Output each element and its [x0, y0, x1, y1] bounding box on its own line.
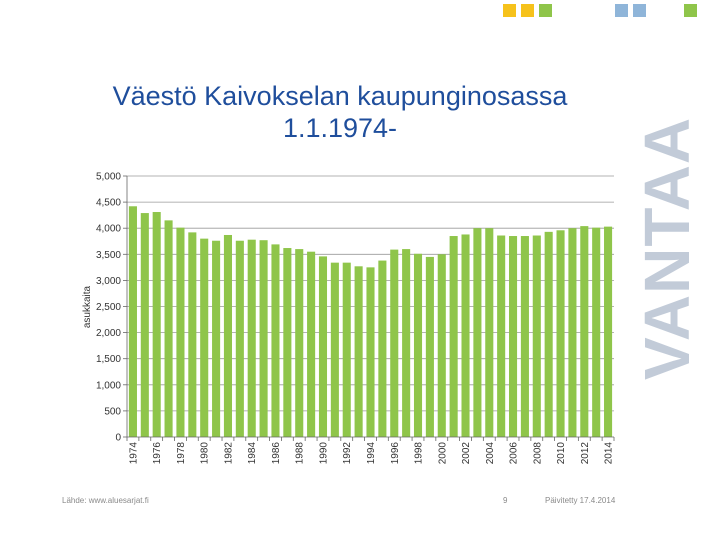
bar — [140, 213, 149, 437]
chart-title-line2: 1.1.1974- — [282, 113, 398, 143]
x-tick-label: 1988 — [295, 442, 306, 465]
x-tick-label: 2014 — [604, 442, 615, 465]
bar — [390, 249, 399, 437]
bar — [413, 253, 423, 437]
bar — [283, 248, 292, 437]
brand-square — [503, 4, 516, 17]
brand-square — [633, 4, 646, 17]
bar — [508, 236, 518, 437]
chart-title-line1: Väestö Kaivokselan kaupunginosassa — [112, 81, 568, 111]
y-tick-label: 1,500 — [96, 354, 121, 365]
bar — [342, 262, 351, 437]
brand-square — [684, 4, 697, 17]
y-tick-label: 3,000 — [96, 276, 121, 287]
bar — [164, 220, 173, 437]
bar — [604, 226, 613, 437]
y-tick-label: 2,500 — [96, 302, 121, 313]
bar — [176, 227, 185, 437]
bar — [544, 231, 553, 437]
bar — [485, 228, 494, 437]
bar — [247, 239, 256, 437]
x-tick-label: 1998 — [414, 442, 425, 465]
bar — [200, 238, 209, 437]
x-tick-label: 1996 — [390, 442, 401, 465]
bar — [592, 227, 601, 437]
bar — [520, 236, 529, 437]
bar — [295, 249, 304, 437]
bar — [354, 266, 363, 437]
x-tick-label: 1978 — [176, 442, 187, 465]
bar — [330, 262, 339, 437]
bar — [449, 236, 458, 437]
bar — [497, 235, 506, 437]
x-tick-label: 2006 — [509, 442, 520, 465]
brand-square — [521, 4, 534, 17]
x-tick-label: 2008 — [532, 442, 543, 465]
bar — [318, 256, 328, 437]
page-number: 9 — [503, 496, 508, 505]
x-tick-label: 1990 — [318, 442, 329, 465]
bar — [212, 240, 221, 437]
x-tick-label: 1982 — [223, 442, 234, 465]
source-note: Lähde: www.aluesarjat.fi — [62, 496, 149, 505]
y-tick-label: 0 — [115, 433, 121, 444]
brand-square — [539, 4, 552, 17]
brand-square — [615, 4, 628, 17]
x-tick-label: 1984 — [247, 442, 258, 465]
x-tick-label: 2012 — [580, 442, 591, 465]
bar — [461, 234, 470, 437]
bar — [402, 249, 411, 437]
bar — [223, 234, 233, 437]
bars — [128, 206, 613, 437]
x-tick-label: 2004 — [485, 442, 496, 465]
bar — [188, 232, 197, 437]
x-tick-label: 2002 — [461, 442, 472, 465]
y-axis-label: asukkaita — [82, 285, 93, 328]
x-tick-label: 1986 — [271, 442, 282, 465]
y-tick-label: 3,500 — [96, 250, 121, 261]
bar — [152, 212, 161, 437]
bar — [532, 235, 541, 437]
bar — [378, 260, 387, 437]
y-tick-label: 500 — [104, 406, 121, 417]
x-tick-label: 2000 — [437, 442, 448, 465]
x-tick-label: 1976 — [152, 442, 163, 465]
x-tick-label: 1992 — [342, 442, 353, 465]
bar — [307, 251, 316, 437]
bar — [235, 240, 244, 437]
updated-date: Päivitetty 17.4.2014 — [545, 496, 616, 505]
y-tick-label: 5,000 — [96, 172, 121, 183]
y-axis-ticks: 0 500 1,000 1,500 2,000 2,500 3,000 3,500 4,000 4… — [96, 172, 127, 444]
bar — [259, 240, 268, 437]
x-tick-label: 2010 — [556, 442, 567, 465]
y-tick-label: 1,000 — [96, 380, 121, 391]
bar — [473, 228, 482, 437]
bar — [437, 254, 446, 437]
bar — [128, 206, 137, 437]
bar — [366, 267, 375, 437]
bar — [425, 256, 434, 437]
bar — [568, 228, 577, 437]
x-tick-label: 1994 — [366, 442, 377, 465]
x-tick-label: 1980 — [200, 442, 211, 465]
y-tick-label: 4,000 — [96, 224, 121, 235]
y-tick-label: 2,000 — [96, 328, 121, 339]
bar — [271, 244, 280, 437]
y-tick-label: 4,500 — [96, 198, 121, 209]
bar — [556, 230, 565, 437]
bar — [580, 226, 589, 437]
x-axis-ticks: 1974 1976 1978 1980 1982 1984 1986 1988 1990 1992… — [126, 437, 615, 465]
x-tick-label: 1974 — [128, 442, 139, 465]
